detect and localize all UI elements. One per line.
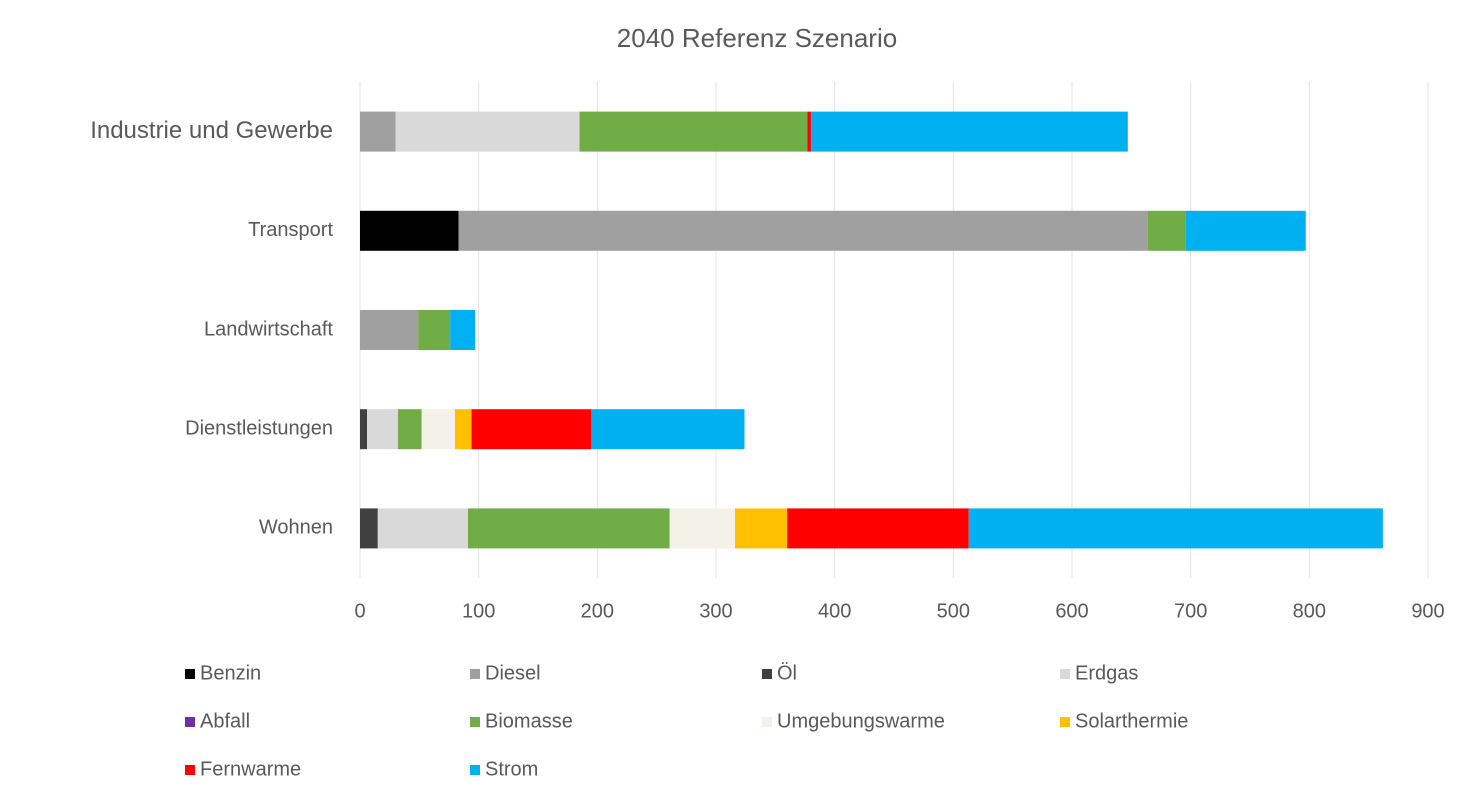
bar-segment <box>454 409 472 450</box>
x-tick-label: 600 <box>1055 600 1088 622</box>
bar-segment <box>418 310 451 350</box>
x-tick-label: 400 <box>818 600 851 622</box>
legend-label: Umgebungswarme <box>777 710 945 732</box>
bar-segment <box>591 409 745 450</box>
legend-swatch <box>470 669 480 679</box>
x-tick-label: 500 <box>937 600 970 622</box>
bar-segment <box>1147 210 1186 251</box>
chart-title: 2040 Referenz Szenario <box>617 23 897 53</box>
x-tick-label: 200 <box>581 600 614 622</box>
legend-label: Fernwarme <box>200 758 301 780</box>
bar-segment <box>471 409 592 450</box>
bar-segment <box>360 508 378 549</box>
bar-segment <box>421 409 455 450</box>
bar-segment <box>360 111 396 152</box>
legend-label: Öl <box>777 662 797 684</box>
bar-segment <box>360 310 419 350</box>
legend-swatch <box>185 669 195 679</box>
bar-segment <box>467 508 670 549</box>
legend-swatch <box>1060 717 1070 727</box>
bar-segment <box>377 508 468 549</box>
bar-segment <box>397 409 422 450</box>
legend-swatch <box>185 717 195 727</box>
bar-segment <box>669 508 735 549</box>
bar-segment <box>787 508 969 549</box>
y-tick-label: Landwirtschaft <box>204 318 333 340</box>
legend-swatch <box>1060 669 1070 679</box>
x-tick-label: 700 <box>1174 600 1207 622</box>
legend-label: Diesel <box>485 662 541 684</box>
bar-segment <box>807 111 811 152</box>
y-tick-label: Industrie und Gewerbe <box>90 117 333 144</box>
bar-segment <box>810 111 1128 152</box>
bar-segment <box>360 409 368 450</box>
y-tick-label: Transport <box>248 219 333 241</box>
bar-segment <box>579 111 808 152</box>
legend-swatch <box>470 765 480 775</box>
legend-swatch <box>185 765 195 775</box>
x-tick-label: 0 <box>354 600 365 622</box>
bar-segment <box>450 310 476 350</box>
x-tick-label: 800 <box>1293 600 1326 622</box>
bar-segment <box>1185 210 1306 251</box>
x-tick-label: 900 <box>1411 600 1444 622</box>
legend-swatch <box>470 717 480 727</box>
legend-label: Erdgas <box>1075 662 1138 684</box>
legend-label: Benzin <box>200 662 261 684</box>
legend-swatch <box>762 717 772 727</box>
legend-swatch <box>762 669 772 679</box>
legend-label: Biomasse <box>485 710 573 732</box>
bar-segment <box>968 508 1383 549</box>
x-tick-label: 100 <box>462 600 495 622</box>
bar-segment <box>458 210 1148 251</box>
legend-label: Solarthermie <box>1075 710 1188 732</box>
y-tick-label: Wohnen <box>259 517 333 539</box>
legend-label: Strom <box>485 758 538 780</box>
y-tick-label: Dienstleistungen <box>185 417 333 439</box>
legend-label: Abfall <box>200 710 250 732</box>
x-tick-label: 300 <box>699 600 732 622</box>
bar-segment <box>367 409 398 450</box>
bar-segment <box>360 210 459 251</box>
bar-segment <box>395 111 580 152</box>
bar-segment <box>734 508 788 549</box>
